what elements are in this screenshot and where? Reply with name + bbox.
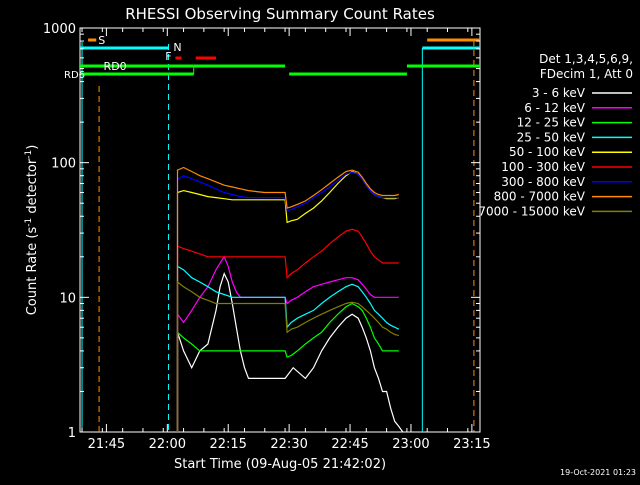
flag-f-label: F (165, 50, 171, 63)
y-axis-label-end: ) (25, 145, 40, 150)
y-axis-label: Count Rate (s-1 detector-1) (24, 145, 40, 316)
x-tick-label: 22:45 (331, 437, 368, 452)
x-axis-label: Start Time (09-Aug-05 21:42:02) (174, 457, 386, 472)
legend-entry-label: 12 - 25 keV (517, 116, 586, 130)
y-axis-label-main: Count Rate (s (25, 227, 40, 316)
series-line (176, 271, 404, 433)
x-tick-label: 23:15 (453, 437, 490, 452)
flag-s-label: S (98, 34, 105, 47)
legend-header-1: Det 1,3,4,5,6,9, (539, 52, 633, 66)
flag-layer: S NF RD0 RD6 (64, 34, 480, 432)
axes-layer: 21:45 22:00 22:15 22:30 22:45 23:00 23:15 1 10 10… (43, 22, 491, 452)
y-tick-label: 1000 (43, 22, 76, 37)
chart-title: RHESSI Observing Summary Count Rates (125, 5, 435, 23)
series-line (176, 302, 399, 432)
footer-date: 19-Oct-2021 01:23 (560, 468, 636, 477)
legend-entry-label: 800 - 7000 keV (494, 190, 586, 204)
legend-entry-label: 3 - 6 keV (532, 86, 586, 100)
legend-entry-label: 7000 - 15000 keV (478, 204, 585, 218)
flag-rd6-label: RD6 (64, 70, 85, 81)
legend-entry-label: 50 - 100 keV (509, 145, 586, 159)
series-line (176, 265, 400, 432)
flag-rd0-label: RD0 (104, 60, 127, 73)
x-tick-label: 23:00 (392, 437, 429, 452)
y-tick-label: 100 (51, 157, 76, 172)
y-axis-label-mid: detector (25, 158, 40, 218)
series-line (176, 280, 399, 432)
legend: Det 1,3,4,5,6,9, FDecim 1, Att 0 3 - 6 k… (478, 52, 633, 218)
y-tick-label: 1 (68, 426, 76, 441)
flag-n-label: N (173, 41, 181, 54)
y-tick-label: 10 (59, 291, 76, 306)
x-tick-label: 22:00 (149, 437, 186, 452)
legend-header-2: FDecim 1, Att 0 (540, 67, 633, 81)
x-tick-label: 22:15 (209, 437, 246, 452)
series-line (176, 228, 399, 432)
series-line (176, 171, 399, 432)
legend-entry-label: 300 - 800 keV (501, 175, 585, 189)
x-tick-label: 22:30 (270, 437, 307, 452)
series-line (176, 255, 399, 432)
legend-entry-label: 25 - 50 keV (517, 130, 586, 144)
legend-entry-label: 6 - 12 keV (524, 101, 586, 115)
series-line (176, 166, 399, 432)
series-layer (176, 166, 404, 433)
legend-entry-label: 100 - 300 keV (501, 160, 585, 174)
x-tick-label: 21:45 (88, 437, 125, 452)
plot-frame (79, 27, 481, 433)
y-axis-label-sup1: -1 (24, 218, 34, 227)
plot-area (79, 27, 481, 433)
y-axis-label-sup2: -1 (24, 150, 34, 159)
